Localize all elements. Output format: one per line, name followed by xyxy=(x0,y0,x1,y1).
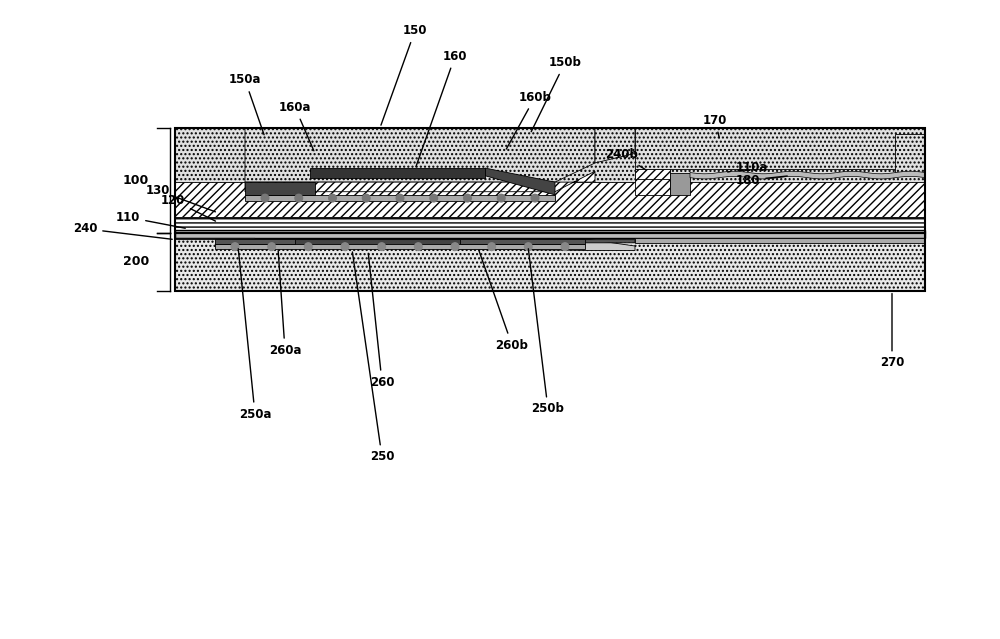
Text: 160: 160 xyxy=(416,50,467,167)
Text: 110a: 110a xyxy=(728,161,768,174)
Polygon shape xyxy=(460,239,585,244)
Circle shape xyxy=(295,194,303,202)
Polygon shape xyxy=(690,171,925,179)
Text: 250a: 250a xyxy=(238,249,271,420)
Text: 110: 110 xyxy=(116,211,185,228)
Text: 160a: 160a xyxy=(279,101,314,151)
Circle shape xyxy=(415,243,422,250)
Bar xyxy=(635,238,925,243)
Circle shape xyxy=(525,243,532,250)
Text: 160b: 160b xyxy=(506,91,551,149)
Bar xyxy=(175,238,925,291)
Text: 250: 250 xyxy=(352,252,394,463)
Circle shape xyxy=(231,243,239,250)
Bar xyxy=(310,168,485,178)
Polygon shape xyxy=(635,169,670,195)
Text: 260b: 260b xyxy=(479,250,528,351)
Bar xyxy=(175,182,925,217)
Bar xyxy=(175,128,925,233)
Polygon shape xyxy=(245,182,315,195)
Polygon shape xyxy=(595,128,635,163)
Text: 260: 260 xyxy=(368,253,394,389)
Circle shape xyxy=(464,194,471,202)
Circle shape xyxy=(497,194,505,202)
Bar xyxy=(635,128,925,169)
Bar xyxy=(175,230,925,238)
Text: 150a: 150a xyxy=(229,73,264,135)
Text: 200: 200 xyxy=(123,256,149,268)
Text: 150: 150 xyxy=(381,24,427,125)
Polygon shape xyxy=(895,134,925,173)
Circle shape xyxy=(341,243,349,250)
Circle shape xyxy=(268,243,275,250)
Polygon shape xyxy=(215,240,585,248)
Text: 130: 130 xyxy=(146,184,215,212)
Polygon shape xyxy=(225,240,635,250)
Circle shape xyxy=(430,194,438,202)
Text: 150b: 150b xyxy=(531,56,581,132)
Polygon shape xyxy=(215,239,295,244)
Bar xyxy=(175,217,925,230)
Bar xyxy=(670,173,690,195)
Circle shape xyxy=(488,243,495,250)
Text: 260a: 260a xyxy=(269,250,301,357)
Circle shape xyxy=(561,243,569,250)
Polygon shape xyxy=(245,171,595,192)
Circle shape xyxy=(378,243,385,250)
Polygon shape xyxy=(245,128,595,182)
Bar xyxy=(175,128,925,233)
Text: 100: 100 xyxy=(123,174,149,187)
Circle shape xyxy=(305,243,312,250)
Text: 250b: 250b xyxy=(528,249,564,415)
Circle shape xyxy=(329,194,336,202)
Circle shape xyxy=(531,194,539,202)
Text: 270: 270 xyxy=(880,293,904,369)
Circle shape xyxy=(396,194,404,202)
Polygon shape xyxy=(485,168,555,195)
Circle shape xyxy=(451,243,459,250)
Polygon shape xyxy=(245,195,555,201)
Text: 240: 240 xyxy=(73,222,172,239)
Text: 240b: 240b xyxy=(606,148,646,170)
Circle shape xyxy=(261,194,269,202)
Bar xyxy=(635,169,670,179)
Polygon shape xyxy=(215,244,585,249)
Polygon shape xyxy=(175,238,635,243)
Text: 120: 120 xyxy=(161,194,216,221)
Text: 170: 170 xyxy=(703,114,727,138)
Circle shape xyxy=(362,194,370,202)
Bar xyxy=(175,233,925,291)
Text: 180: 180 xyxy=(736,174,787,187)
